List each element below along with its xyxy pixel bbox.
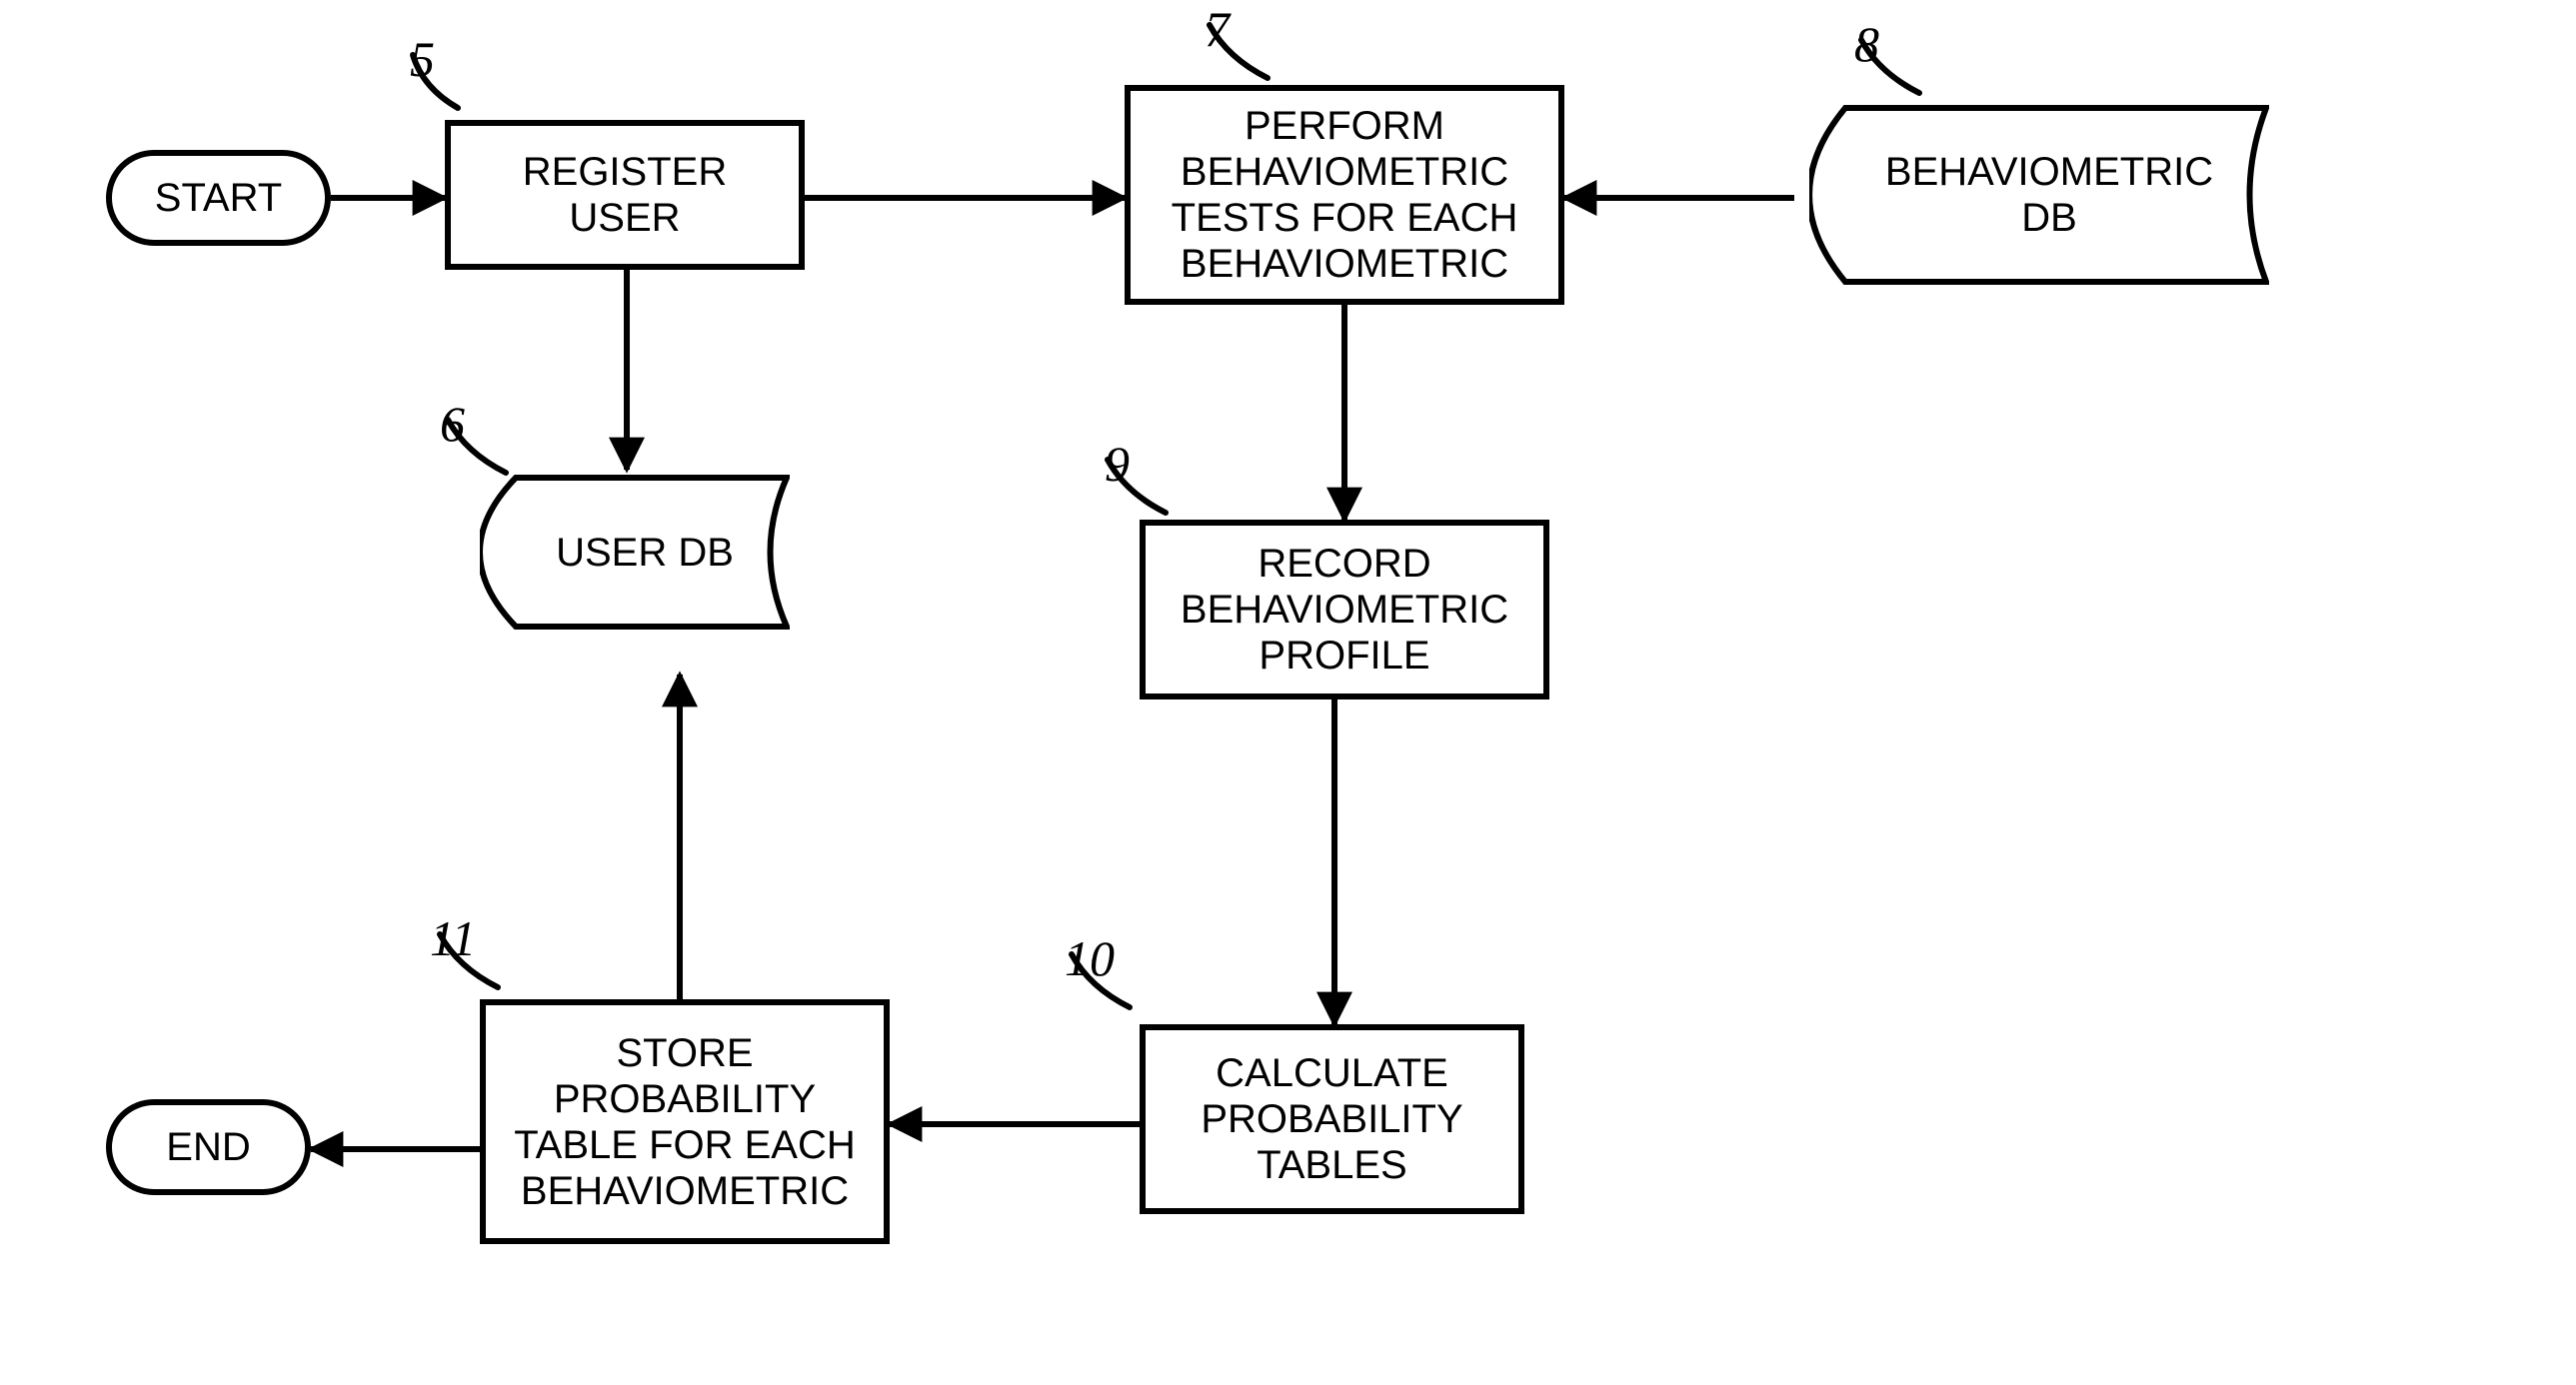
node-text: BEHAVIOMETRICDB <box>1835 149 2243 241</box>
node-label-n8: 8 <box>1854 15 1879 73</box>
node-n5: REGISTERUSER <box>445 120 805 270</box>
node-label-n11: 11 <box>430 909 476 967</box>
node-n6: USER DB <box>480 475 790 630</box>
node-text: START <box>155 175 282 221</box>
node-label-n9: 9 <box>1105 435 1130 493</box>
node-label-n5: 5 <box>410 30 435 88</box>
node-text: USER DB <box>506 530 764 576</box>
node-text: REGISTERUSER <box>523 149 727 241</box>
node-text: CALCULATEPROBABILITYTABLES <box>1201 1050 1462 1188</box>
flowchart-canvas: START END REGISTERUSER 5 PERFORMBEHAVIOMETRI… <box>0 0 2576 1385</box>
node-n7: PERFORMBEHAVIOMETRICTESTS FOR EACHBEHAVI… <box>1125 85 1564 305</box>
node-n8: BEHAVIOMETRICDB <box>1809 105 2269 285</box>
node-label-n10: 10 <box>1065 929 1115 987</box>
node-text: STOREPROBABILITYTABLE FOR EACHBEHAVIOMET… <box>514 1030 856 1214</box>
node-text: PERFORMBEHAVIOMETRICTESTS FOR EACHBEHAVI… <box>1172 103 1518 287</box>
node-text: RECORDBEHAVIOMETRICPROFILE <box>1181 541 1508 679</box>
node-n10: CALCULATEPROBABILITYTABLES <box>1140 1024 1524 1214</box>
node-n9: RECORDBEHAVIOMETRICPROFILE <box>1140 520 1549 699</box>
node-start: START <box>106 150 331 246</box>
node-text: END <box>166 1124 250 1170</box>
node-end: END <box>106 1099 311 1195</box>
node-label-n7: 7 <box>1205 0 1230 58</box>
node-label-n6: 6 <box>440 395 465 453</box>
node-n11: STOREPROBABILITYTABLE FOR EACHBEHAVIOMET… <box>480 999 890 1244</box>
